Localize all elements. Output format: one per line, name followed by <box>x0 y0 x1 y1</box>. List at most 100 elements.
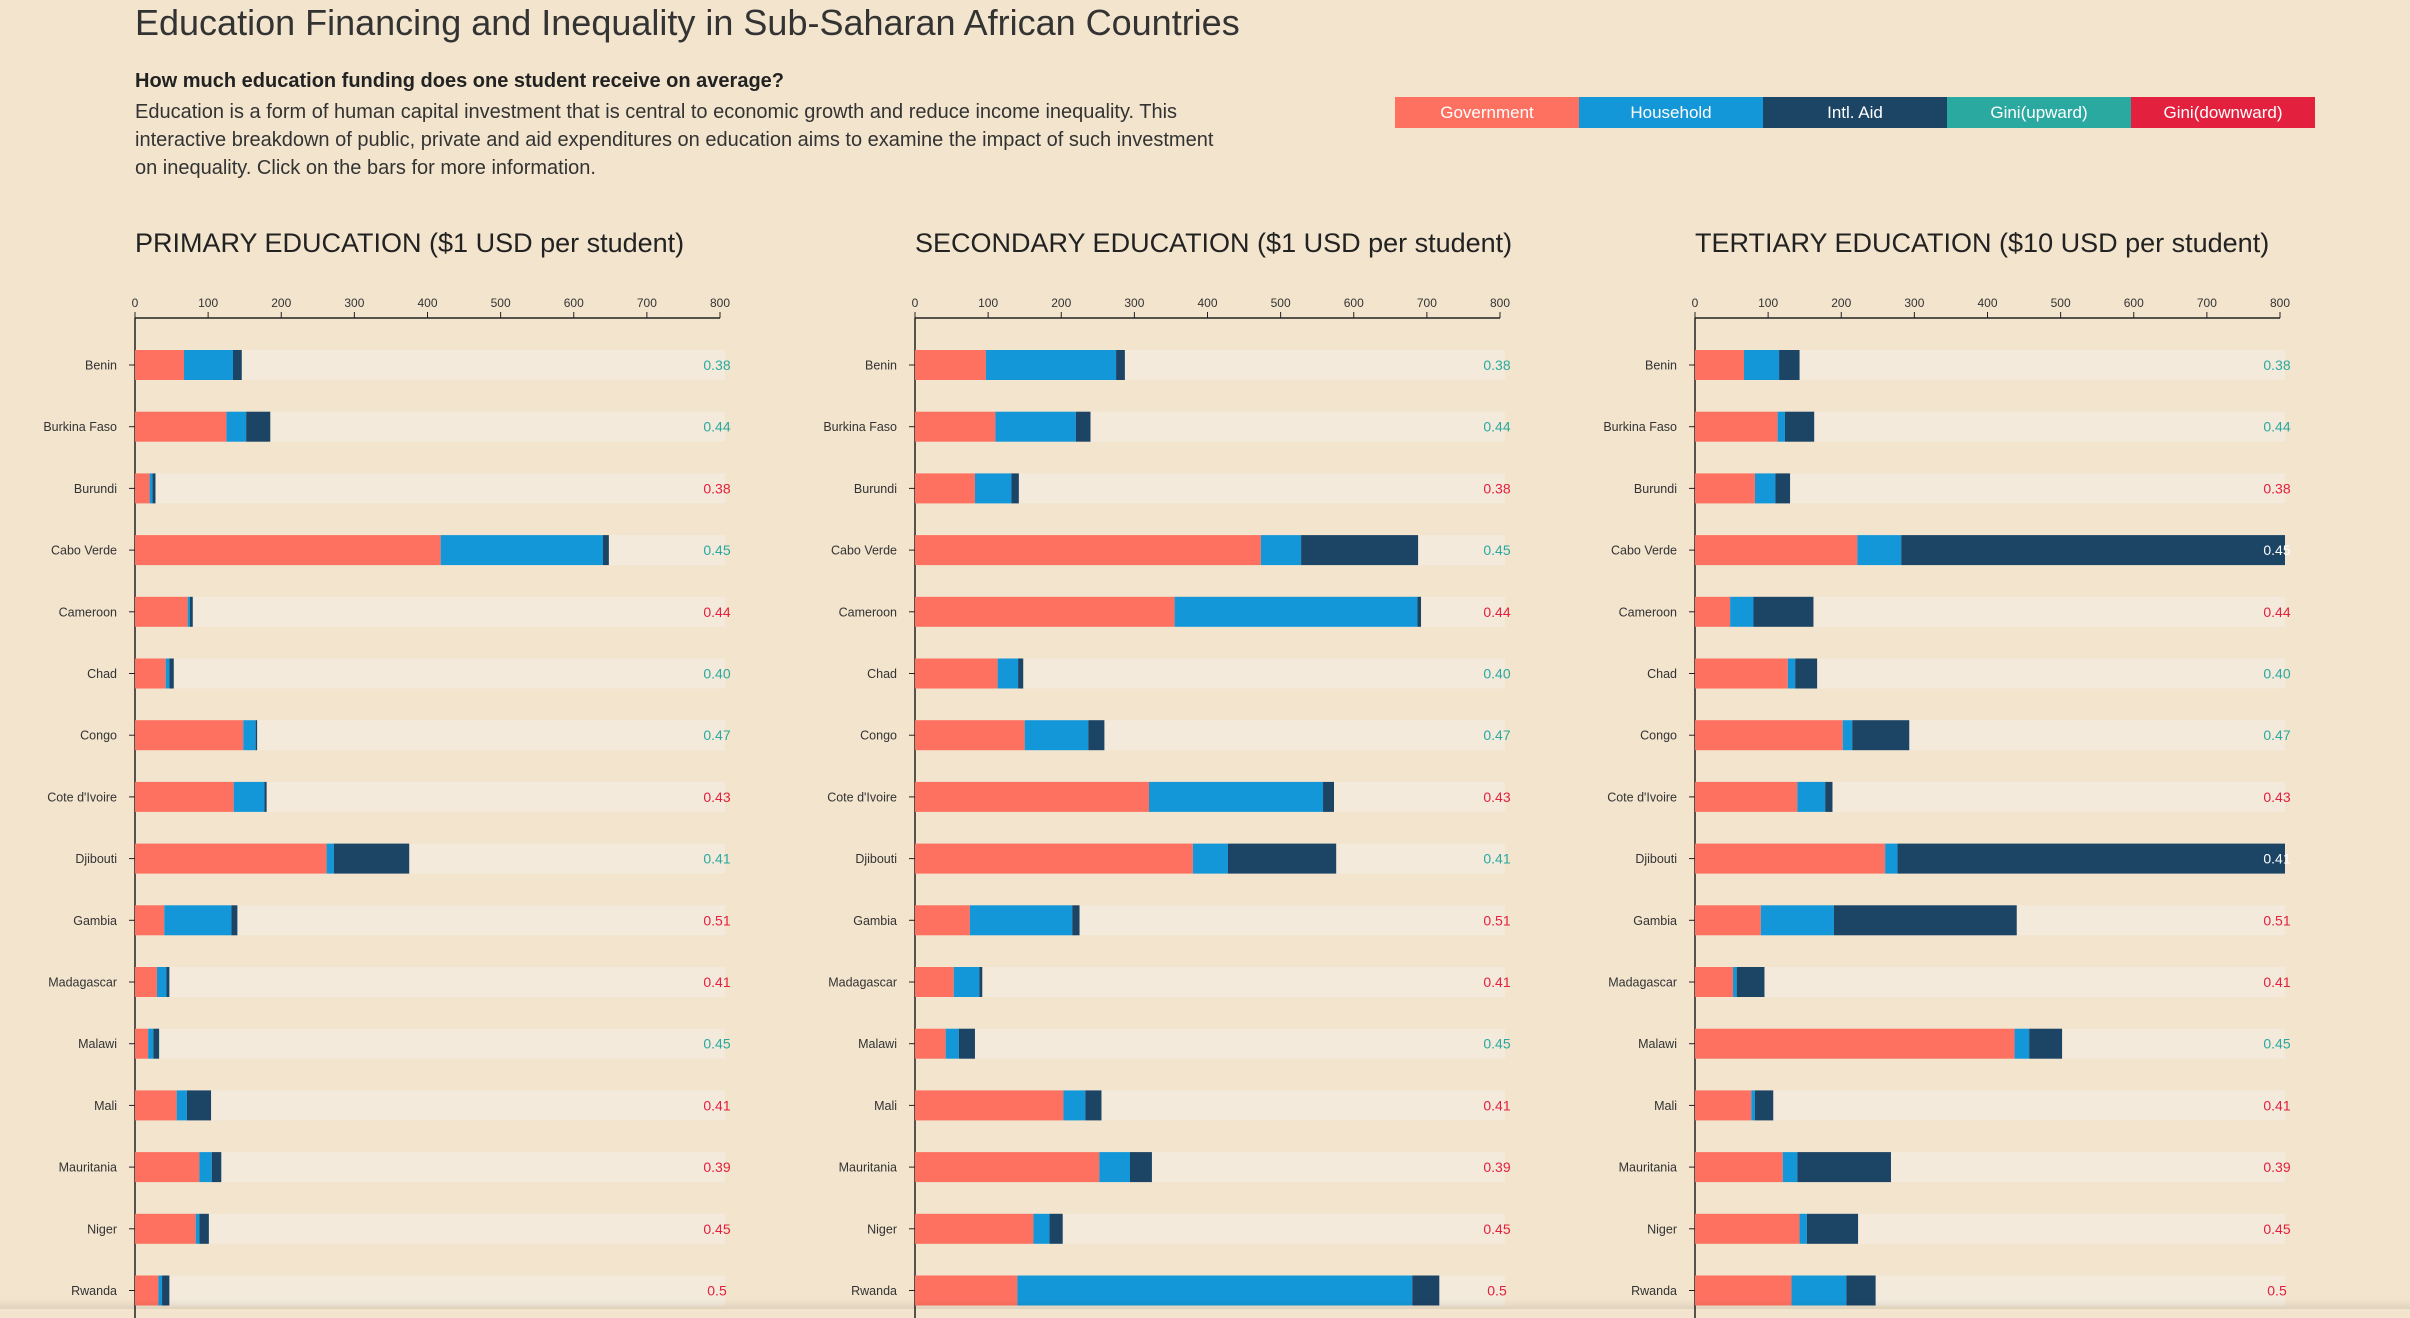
bar-intl-aid-mali[interactable] <box>1754 1090 1774 1121</box>
bar-government-cameroon[interactable] <box>135 596 188 627</box>
bar-government-congo[interactable] <box>135 720 244 751</box>
bar-household-congo[interactable] <box>1024 720 1089 751</box>
bar-government-burkina-faso[interactable] <box>135 411 227 442</box>
bar-intl-aid-mali[interactable] <box>1085 1090 1102 1121</box>
bar-intl-aid-cote-d-ivoire[interactable] <box>1323 781 1335 812</box>
bar-household-mali[interactable] <box>176 1090 187 1121</box>
bar-government-cameroon[interactable] <box>915 596 1175 627</box>
bar-government-cote-d-ivoire[interactable] <box>915 781 1149 812</box>
bar-intl-aid-gambia[interactable] <box>1833 905 2017 936</box>
bar-household-djibouti[interactable] <box>1192 843 1228 874</box>
bar-intl-aid-burkina-faso[interactable] <box>246 411 271 442</box>
bar-government-cabo-verde[interactable] <box>915 535 1261 566</box>
bar-intl-aid-mauritania[interactable] <box>211 1152 222 1183</box>
bar-intl-aid-djibouti[interactable] <box>1227 843 1337 874</box>
bar-household-madagascar[interactable] <box>953 967 980 997</box>
bar-household-chad[interactable] <box>997 658 1019 689</box>
bar-intl-aid-benin[interactable] <box>1779 350 1800 380</box>
bar-household-benin[interactable] <box>183 350 233 380</box>
bar-government-rwanda[interactable] <box>135 1275 159 1306</box>
bar-household-madagascar[interactable] <box>156 967 167 997</box>
bar-government-madagascar[interactable] <box>915 967 954 997</box>
bar-government-chad[interactable] <box>135 658 166 689</box>
bar-household-mali[interactable] <box>1751 1090 1755 1121</box>
bar-intl-aid-burundi[interactable] <box>1775 473 1791 504</box>
bar-government-cabo-verde[interactable] <box>135 535 441 566</box>
bar-intl-aid-chad[interactable] <box>169 658 174 689</box>
bar-household-cote-d-ivoire[interactable] <box>1149 781 1324 812</box>
bar-intl-aid-burundi[interactable] <box>1011 473 1019 504</box>
bar-government-congo[interactable] <box>1695 720 1843 751</box>
bar-government-cameroon[interactable] <box>1695 596 1731 627</box>
bar-intl-aid-cabo-verde[interactable] <box>1901 535 2285 566</box>
bar-government-benin[interactable] <box>1695 350 1744 380</box>
bar-household-gambia[interactable] <box>969 905 1073 936</box>
legend-intl-aid[interactable]: Intl. Aid <box>1763 97 1947 128</box>
bar-intl-aid-benin[interactable] <box>232 350 242 380</box>
bar-household-gambia[interactable] <box>1760 905 1834 936</box>
bar-household-burkina-faso[interactable] <box>226 411 247 442</box>
bar-intl-aid-burundi[interactable] <box>152 473 156 504</box>
bar-government-cote-d-ivoire[interactable] <box>135 781 234 812</box>
bar-government-malawi[interactable] <box>1695 1028 2015 1059</box>
bar-government-burundi[interactable] <box>1695 473 1755 504</box>
bar-government-rwanda[interactable] <box>915 1275 1018 1306</box>
bar-intl-aid-niger[interactable] <box>199 1213 209 1244</box>
bar-household-burundi[interactable] <box>149 473 153 504</box>
bar-intl-aid-cote-d-ivoire[interactable] <box>264 781 267 812</box>
bar-government-mali[interactable] <box>915 1090 1064 1121</box>
bar-government-benin[interactable] <box>915 350 986 380</box>
bar-government-burundi[interactable] <box>135 473 150 504</box>
bar-intl-aid-chad[interactable] <box>1018 658 1024 689</box>
bar-government-mali[interactable] <box>135 1090 177 1121</box>
bar-intl-aid-niger[interactable] <box>1806 1213 1859 1244</box>
bar-intl-aid-rwanda[interactable] <box>162 1275 170 1306</box>
bar-household-burkina-faso[interactable] <box>1777 411 1785 442</box>
bar-household-rwanda[interactable] <box>1791 1275 1847 1306</box>
bar-household-mauritania[interactable] <box>199 1152 212 1183</box>
bar-intl-aid-congo[interactable] <box>255 720 258 751</box>
bar-government-mauritania[interactable] <box>915 1152 1100 1183</box>
bar-household-cabo-verde[interactable] <box>440 535 603 566</box>
bar-household-madagascar[interactable] <box>1733 967 1737 997</box>
bar-household-djibouti[interactable] <box>326 843 334 874</box>
bar-household-chad[interactable] <box>1787 658 1796 689</box>
bar-household-malawi[interactable] <box>2014 1028 2030 1059</box>
legend-gini-downward[interactable]: Gini(downward) <box>2131 97 2315 128</box>
bar-household-niger[interactable] <box>1033 1213 1050 1244</box>
bar-intl-aid-madagascar[interactable] <box>166 967 170 997</box>
bar-government-niger[interactable] <box>1695 1213 1800 1244</box>
bar-household-congo[interactable] <box>243 720 256 751</box>
bar-government-gambia[interactable] <box>915 905 970 936</box>
bar-government-benin[interactable] <box>135 350 184 380</box>
bar-household-cameroon[interactable] <box>1174 596 1418 627</box>
bar-government-mauritania[interactable] <box>1695 1152 1783 1183</box>
bar-intl-aid-cameroon[interactable] <box>1417 596 1422 627</box>
bar-government-cote-d-ivoire[interactable] <box>1695 781 1798 812</box>
bar-household-niger[interactable] <box>195 1213 200 1244</box>
bar-government-burkina-faso[interactable] <box>915 411 996 442</box>
bar-government-niger[interactable] <box>135 1213 196 1244</box>
bar-intl-aid-congo[interactable] <box>1088 720 1105 751</box>
legend-government[interactable]: Government <box>1395 97 1579 128</box>
bar-household-djibouti[interactable] <box>1885 843 1898 874</box>
bar-household-cote-d-ivoire[interactable] <box>233 781 265 812</box>
bar-government-rwanda[interactable] <box>1695 1275 1792 1306</box>
bar-intl-aid-burkina-faso[interactable] <box>1075 411 1091 442</box>
bar-intl-aid-rwanda[interactable] <box>1846 1275 1876 1306</box>
bar-intl-aid-burkina-faso[interactable] <box>1784 411 1815 442</box>
bar-household-mali[interactable] <box>1063 1090 1086 1121</box>
bar-intl-aid-cameroon[interactable] <box>189 596 193 627</box>
bar-household-benin[interactable] <box>1743 350 1780 380</box>
bar-government-djibouti[interactable] <box>135 843 327 874</box>
bar-intl-aid-chad[interactable] <box>1795 658 1818 689</box>
bar-intl-aid-madagascar[interactable] <box>1736 967 1765 997</box>
bar-household-rwanda[interactable] <box>158 1275 163 1306</box>
bar-government-burundi[interactable] <box>915 473 975 504</box>
bar-intl-aid-cabo-verde[interactable] <box>603 535 609 566</box>
bar-government-madagascar[interactable] <box>1695 967 1734 997</box>
legend-household[interactable]: Household <box>1579 97 1763 128</box>
bar-government-congo[interactable] <box>915 720 1025 751</box>
bar-government-cabo-verde[interactable] <box>1695 535 1858 566</box>
bar-intl-aid-malawi[interactable] <box>153 1028 160 1059</box>
